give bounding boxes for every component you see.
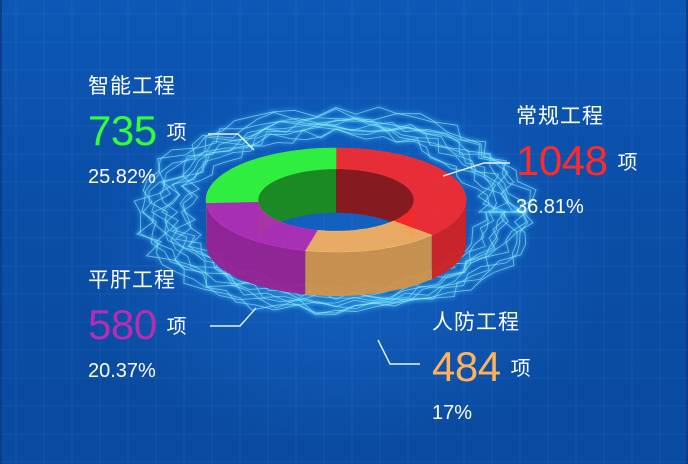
leader-line-人防工程 (377, 339, 420, 365)
inner-wall-智能工程 (258, 168, 336, 244)
inner-wall-常规工程 (336, 168, 414, 244)
callout-pinggan: 平肝工程 580 项 20.37% (88, 264, 187, 383)
donut-ring (205, 147, 467, 296)
category-name: 智能工程 (88, 74, 176, 98)
data-label-value: 735 (88, 107, 157, 154)
data-label-value: 484 (432, 343, 501, 390)
unit-label: 项 (166, 120, 187, 144)
outer-wall-人防工程 (305, 235, 432, 296)
data-label-value: 1048 (516, 137, 608, 184)
percent-label: 25.82% (88, 166, 156, 188)
category-name: 常规工程 (516, 104, 604, 128)
callout-renfang: 人防工程 484 项 17% (432, 306, 531, 425)
leader-line-平肝工程 (210, 307, 257, 327)
ring-slice-智能工程 (205, 147, 337, 204)
leader-line-智能工程 (208, 133, 255, 151)
glow-stroke (136, 106, 537, 315)
category-name: 人防工程 (432, 310, 520, 334)
outer-wall-常规工程 (431, 200, 466, 280)
outer-wall-平肝工程 (206, 202, 306, 295)
unit-label: 项 (510, 356, 531, 380)
glow-stroke (151, 119, 526, 310)
callout-zhineng: 智能工程 735 项 25.82% (88, 70, 187, 189)
category-name: 平肝工程 (88, 268, 176, 292)
unit-label: 项 (617, 150, 638, 174)
percent-label: 20.37% (88, 360, 156, 382)
percent-label: 36.81% (516, 196, 584, 218)
leader-lines (208, 133, 510, 365)
unit-label: 项 (166, 314, 187, 338)
glow-stroke (152, 116, 522, 304)
leader-line-常规工程 (442, 162, 510, 177)
data-label-value: 580 (88, 301, 157, 348)
percent-label: 17% (432, 402, 473, 424)
callout-changgui: 常规工程 1048 项 36.81% (516, 100, 637, 219)
